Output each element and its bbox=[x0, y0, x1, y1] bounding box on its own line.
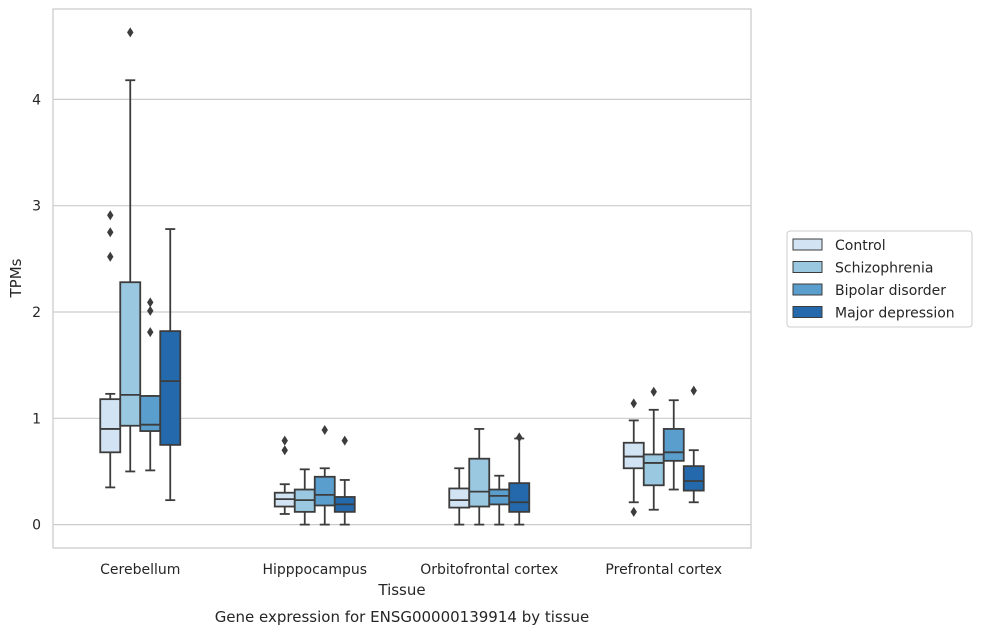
box-1-2 bbox=[119, 27, 142, 473]
box-3-3 bbox=[488, 474, 511, 526]
box-iqr bbox=[448, 487, 471, 509]
box-1-1 bbox=[99, 210, 122, 489]
box-series bbox=[99, 27, 705, 526]
outlier-point-1 bbox=[630, 506, 637, 517]
y-tick-label-1: 1 bbox=[32, 411, 41, 427]
outlier-point-1 bbox=[321, 424, 328, 435]
outlier-point-2 bbox=[107, 227, 114, 238]
box-iqr bbox=[488, 488, 511, 506]
box-iqr bbox=[468, 457, 491, 508]
box-3-4 bbox=[508, 432, 531, 526]
box-iqr bbox=[119, 281, 142, 427]
box-iqr bbox=[642, 453, 665, 487]
box-4-1 bbox=[622, 398, 645, 517]
y-tick-label-2: 2 bbox=[32, 305, 41, 321]
legend-label-2: Schizophrenia bbox=[835, 261, 933, 277]
x-tick-label-3: Orbitofrontal cortex bbox=[420, 562, 558, 578]
x-tick-label-2: Hipppocampus bbox=[262, 562, 367, 578]
outlier-point-1 bbox=[147, 327, 154, 338]
outlier-point-1 bbox=[516, 432, 523, 443]
y-tick-labels: 0 1 2 3 4 bbox=[32, 92, 41, 533]
outlier-point-2 bbox=[147, 305, 154, 316]
y-axis-label: TPMs bbox=[7, 258, 25, 298]
outlier-point-2 bbox=[281, 435, 288, 446]
box-1-4 bbox=[159, 228, 182, 502]
box-4-2 bbox=[642, 386, 665, 511]
box-iqr bbox=[508, 482, 531, 513]
outlier-point-1 bbox=[127, 27, 134, 38]
x-tick-labels: Cerebellum Hipppocampus Orbitofrontal cort… bbox=[100, 562, 722, 578]
x-axis-label: Tissue bbox=[377, 581, 425, 599]
x-tick-label-1: Cerebellum bbox=[100, 562, 180, 578]
box-2-1 bbox=[273, 435, 296, 515]
y-tick-label-4: 4 bbox=[32, 92, 41, 108]
legend-label-4: Major depression bbox=[835, 306, 955, 322]
box-2-4 bbox=[333, 435, 356, 526]
box-iqr bbox=[99, 398, 122, 454]
box-iqr bbox=[662, 428, 685, 462]
box-iqr bbox=[159, 330, 182, 446]
box-2-2 bbox=[293, 468, 316, 526]
box-4-4 bbox=[682, 385, 705, 504]
outlier-point-1 bbox=[690, 385, 697, 396]
box-3-2 bbox=[468, 428, 491, 526]
legend-label-3: Bipolar disorder bbox=[835, 283, 946, 299]
box-1-3 bbox=[139, 297, 162, 472]
box-iqr bbox=[682, 465, 705, 492]
box-iqr bbox=[622, 441, 645, 470]
legend: Control Schizophrenia Bipolar disorder Majo… bbox=[786, 230, 973, 328]
outlier-point-1 bbox=[281, 445, 288, 456]
chart-caption: Gene expression for ENSG00000139914 by t… bbox=[215, 608, 590, 626]
legend-frame bbox=[786, 230, 973, 328]
y-tick-label-3: 3 bbox=[32, 199, 41, 215]
legend-swatch-4 bbox=[792, 306, 823, 318]
box-2-3 bbox=[313, 424, 336, 526]
legend-swatch-3 bbox=[792, 283, 823, 296]
legend-swatch-1 bbox=[792, 238, 823, 251]
legend-label-1: Control bbox=[835, 238, 886, 254]
y-tick-label-0: 0 bbox=[32, 518, 41, 534]
outlier-point-3 bbox=[147, 297, 154, 308]
box-iqr bbox=[313, 475, 336, 507]
legend-swatch-2 bbox=[792, 261, 823, 273]
box-3-1 bbox=[448, 467, 471, 526]
outlier-point-2 bbox=[630, 398, 637, 409]
box-iqr bbox=[139, 395, 162, 432]
outlier-point-1 bbox=[650, 386, 657, 397]
outlier-point-3 bbox=[107, 210, 114, 221]
outlier-point-1 bbox=[341, 435, 348, 446]
x-tick-label-4: Prefrontal cortex bbox=[605, 562, 722, 578]
axes-frame bbox=[52, 8, 752, 549]
outlier-point-1 bbox=[107, 251, 114, 262]
box-4-3 bbox=[662, 399, 685, 491]
